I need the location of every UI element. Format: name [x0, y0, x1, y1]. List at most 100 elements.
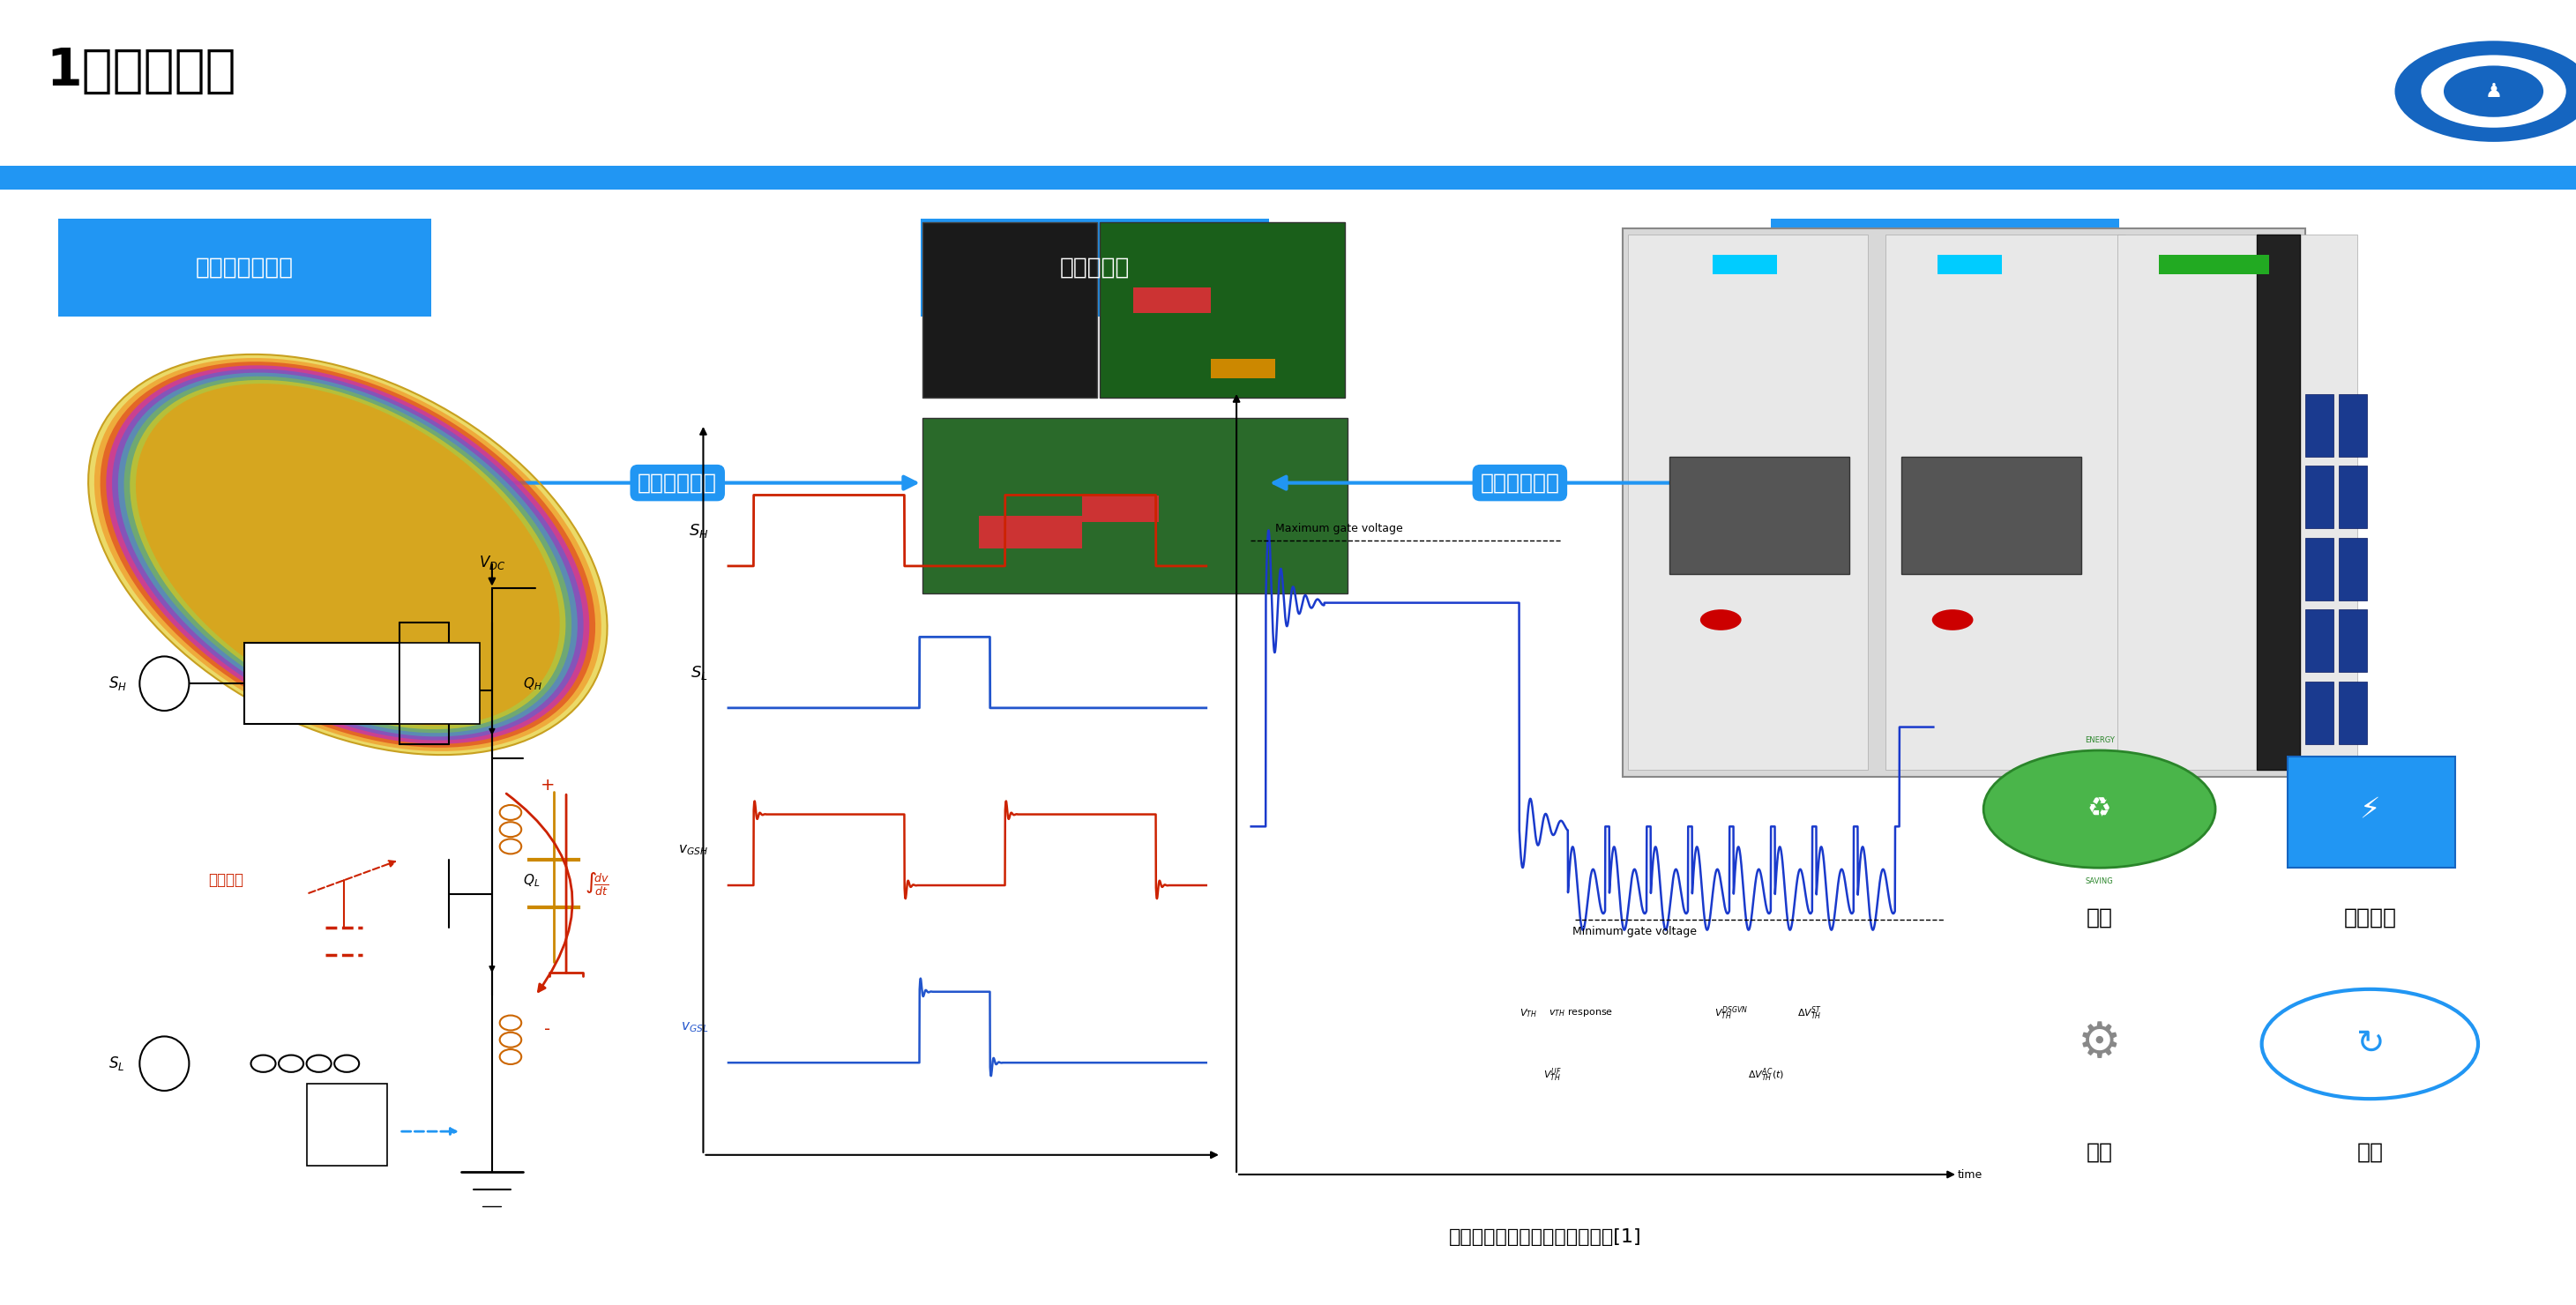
- Text: $V_{DC}$: $V_{DC}$: [479, 553, 505, 572]
- Bar: [2339, 394, 2367, 457]
- Text: $S_H$: $S_H$: [108, 675, 126, 693]
- Text: 功率密度: 功率密度: [2344, 907, 2396, 928]
- Text: ↻: ↻: [2354, 1027, 2385, 1061]
- Text: 米勒电容: 米勒电容: [209, 873, 245, 889]
- Ellipse shape: [124, 376, 572, 733]
- Bar: [2306, 609, 2334, 672]
- Bar: [1211, 359, 1275, 378]
- Text: ♟: ♟: [2486, 82, 2501, 100]
- FancyArrowPatch shape: [402, 1129, 456, 1134]
- Text: $S_H$: $S_H$: [688, 522, 708, 539]
- Text: $V_{TH}$: $V_{TH}$: [1520, 1007, 1538, 1019]
- Bar: [2205, 254, 2269, 274]
- Text: 高功率密度化: 高功率密度化: [1481, 472, 1558, 493]
- Bar: [1100, 222, 1345, 398]
- Text: 栅压负向应力影响阈値电压漂移[1]: 栅压负向应力影响阈値电压漂移[1]: [1450, 1228, 1641, 1246]
- FancyBboxPatch shape: [399, 643, 479, 724]
- FancyArrowPatch shape: [507, 793, 572, 992]
- Circle shape: [1932, 609, 1973, 630]
- Text: 信息能量交互: 信息能量交互: [639, 472, 716, 493]
- Text: SAVING: SAVING: [2087, 877, 2112, 885]
- Text: Maximum gate voltage: Maximum gate voltage: [1275, 523, 1404, 535]
- Text: $\Delta V_{TH}^{AC}(t)$: $\Delta V_{TH}^{AC}(t)$: [1749, 1066, 1785, 1083]
- Text: 寿命: 寿命: [2357, 1142, 2383, 1163]
- Bar: [1133, 287, 1211, 313]
- Text: $\Delta V_{TH}^{ST}$: $\Delta V_{TH}^{ST}$: [1798, 1005, 1821, 1022]
- Text: $S_L$: $S_L$: [690, 664, 708, 681]
- Bar: [0, 166, 2576, 189]
- Bar: [922, 418, 1347, 594]
- Text: $v_{TH}$ response: $v_{TH}$ response: [1548, 1007, 1613, 1019]
- FancyBboxPatch shape: [307, 1084, 386, 1165]
- Bar: [2257, 235, 2300, 770]
- Text: $V_{TH}^{UF}$: $V_{TH}^{UF}$: [1543, 1066, 1561, 1083]
- Text: time: time: [1958, 1169, 1984, 1180]
- Text: ENERGY: ENERGY: [2084, 736, 2115, 744]
- Bar: [2159, 254, 2223, 274]
- Text: ♻: ♻: [2087, 796, 2112, 822]
- Text: -: -: [544, 1022, 551, 1037]
- Bar: [922, 218, 1267, 316]
- Text: 碳化硯功率芯片: 碳化硯功率芯片: [196, 256, 294, 279]
- Bar: [2306, 466, 2334, 529]
- Text: ⚡: ⚡: [2360, 795, 2380, 823]
- Text: $v_{GSL}$: $v_{GSL}$: [680, 1021, 708, 1034]
- Text: ⚙: ⚙: [2076, 1021, 2123, 1067]
- Ellipse shape: [129, 380, 567, 729]
- Circle shape: [2396, 42, 2576, 141]
- Text: $v_{GSL}$: $v_{GSL}$: [335, 1135, 361, 1148]
- Bar: [2306, 681, 2334, 744]
- Bar: [1937, 254, 2002, 274]
- Bar: [1772, 218, 2117, 316]
- Bar: [2339, 538, 2367, 600]
- Circle shape: [1984, 750, 2215, 868]
- Bar: [2339, 466, 2367, 529]
- Text: $Q_H$: $Q_H$: [523, 675, 541, 692]
- Text: $Q_L$: $Q_L$: [523, 872, 541, 889]
- Ellipse shape: [137, 384, 559, 726]
- Ellipse shape: [88, 355, 608, 754]
- Ellipse shape: [95, 358, 600, 752]
- Ellipse shape: [100, 361, 595, 748]
- Ellipse shape: [106, 365, 590, 744]
- Ellipse shape: [111, 369, 585, 740]
- Circle shape: [139, 1036, 188, 1091]
- Text: $S_L$: $S_L$: [108, 1054, 124, 1073]
- Circle shape: [2445, 67, 2543, 116]
- Bar: [1082, 496, 1159, 522]
- Bar: [979, 515, 1082, 548]
- Text: 成本: 成本: [2087, 1142, 2112, 1163]
- Text: +: +: [433, 643, 446, 656]
- FancyBboxPatch shape: [245, 643, 399, 724]
- Text: 电源系统: 电源系统: [1917, 256, 1973, 279]
- Bar: [2117, 235, 2357, 770]
- Bar: [1623, 228, 2306, 776]
- Text: $V_{TH}^{DSGVN}$: $V_{TH}^{DSGVN}$: [1713, 1005, 1749, 1022]
- Bar: [1628, 235, 1868, 770]
- Ellipse shape: [118, 373, 577, 736]
- Text: 效率: 效率: [2087, 907, 2112, 928]
- Bar: [1669, 457, 1850, 574]
- Circle shape: [139, 656, 188, 711]
- FancyArrowPatch shape: [309, 861, 394, 893]
- Bar: [59, 218, 430, 316]
- Text: 驱动: 驱动: [312, 676, 332, 692]
- Text: Minimum gate voltage: Minimum gate voltage: [1574, 927, 1698, 937]
- Bar: [2339, 681, 2367, 744]
- Bar: [1886, 235, 2125, 770]
- Bar: [2339, 609, 2367, 672]
- Text: 驱动与保护: 驱动与保护: [1059, 256, 1131, 279]
- Circle shape: [2262, 989, 2478, 1099]
- Bar: [922, 222, 1097, 398]
- Bar: [2306, 394, 2334, 457]
- Text: +: +: [541, 776, 554, 793]
- Bar: [1901, 457, 2081, 574]
- Circle shape: [1700, 609, 1741, 630]
- Bar: [1713, 254, 1777, 274]
- Text: $v_{GSH}$: $v_{GSH}$: [425, 684, 453, 697]
- Circle shape: [2419, 54, 2566, 128]
- Text: 1、研究背景: 1、研究背景: [46, 46, 237, 97]
- Text: $\int\!\frac{dv}{dt}$: $\int\!\frac{dv}{dt}$: [585, 870, 611, 898]
- Bar: [2287, 757, 2455, 868]
- Text: $v_{GSH}$: $v_{GSH}$: [677, 843, 708, 857]
